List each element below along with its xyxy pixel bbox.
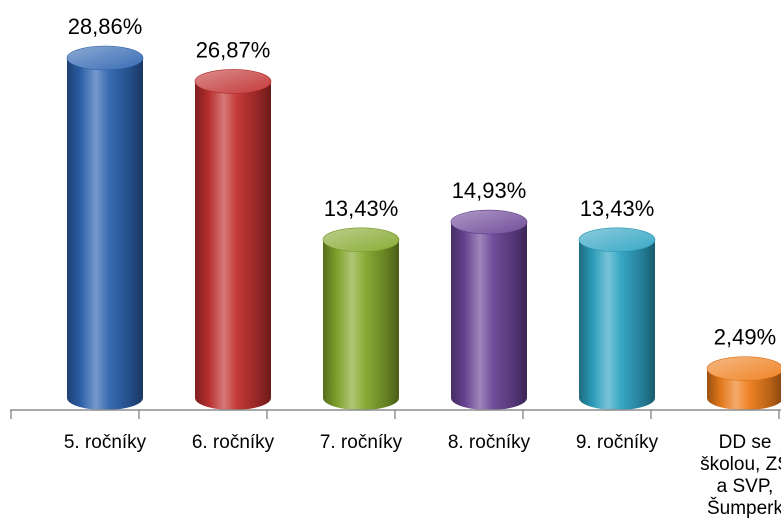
x-axis bbox=[10, 409, 781, 419]
bar-top-3 bbox=[322, 227, 400, 253]
data-label-3: 13,43% bbox=[324, 196, 399, 221]
bar-body-2 bbox=[195, 81, 271, 410]
category-label-2: 6. ročníky bbox=[192, 432, 275, 453]
bars-group bbox=[66, 45, 781, 410]
bar-6 bbox=[706, 356, 781, 410]
bar-5 bbox=[578, 227, 656, 410]
bar-1 bbox=[66, 45, 144, 410]
data-label-2: 26,87% bbox=[196, 37, 271, 62]
data-label-6: 2,49% bbox=[714, 325, 776, 350]
bar-body-5 bbox=[579, 239, 655, 410]
category-label-3: 7. ročníky bbox=[320, 432, 403, 453]
category-label-1: 5. ročníky bbox=[64, 432, 147, 453]
bar-top-1 bbox=[66, 45, 144, 71]
data-label-4: 14,93% bbox=[452, 178, 527, 203]
category-label-5: 9. ročníky bbox=[576, 432, 659, 453]
category-labels-group: 5. ročníky 6. ročníky 7. ročníky 8. ročníky… bbox=[64, 432, 781, 519]
bar-top-4 bbox=[450, 209, 528, 235]
bar-body-4 bbox=[451, 222, 527, 410]
bar-top-6 bbox=[706, 356, 781, 381]
bar-body-1 bbox=[67, 58, 143, 410]
bar-4 bbox=[450, 209, 528, 410]
bar-3 bbox=[322, 227, 400, 410]
category-label-6: DD se školou, ZŠ a SVP, Šumperk bbox=[700, 432, 781, 519]
bar-top-2 bbox=[194, 69, 272, 94]
bar-2 bbox=[194, 69, 272, 410]
data-label-5: 13,43% bbox=[580, 196, 655, 221]
data-labels-group: 28,86% 26,87% 13,43% 14,93% 13,43% 2,49% bbox=[68, 14, 777, 350]
data-label-1: 28,86% bbox=[68, 14, 143, 39]
bar-top-5 bbox=[578, 227, 656, 253]
category-label-4: 8. ročníky bbox=[448, 432, 531, 453]
bar-body-3 bbox=[323, 239, 399, 410]
